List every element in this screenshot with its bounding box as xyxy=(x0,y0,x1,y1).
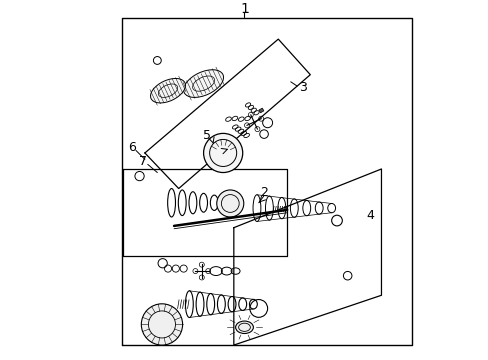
Ellipse shape xyxy=(235,321,253,333)
Circle shape xyxy=(203,134,242,172)
Text: 4: 4 xyxy=(366,209,374,222)
Circle shape xyxy=(216,190,244,217)
Circle shape xyxy=(141,304,182,345)
Text: 3: 3 xyxy=(299,81,306,94)
Text: 7: 7 xyxy=(139,156,147,168)
Text: 1: 1 xyxy=(240,2,248,16)
Text: 5: 5 xyxy=(203,129,211,142)
Text: 6: 6 xyxy=(128,141,136,154)
Bar xyxy=(258,108,264,113)
Text: 2: 2 xyxy=(260,186,267,199)
Ellipse shape xyxy=(183,70,223,98)
Ellipse shape xyxy=(150,78,185,103)
